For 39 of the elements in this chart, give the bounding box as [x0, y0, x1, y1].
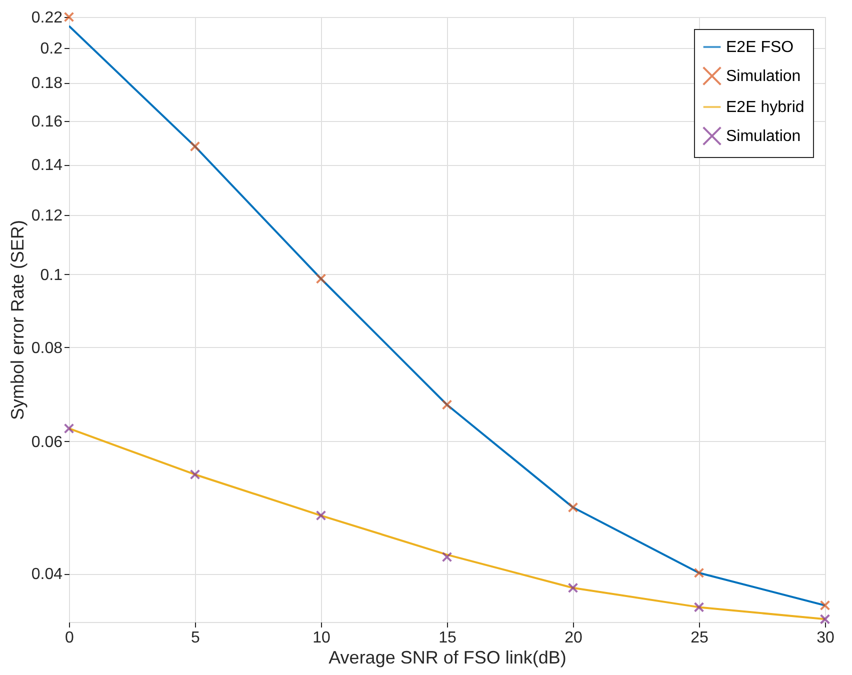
x-tick-label: 0: [65, 630, 74, 646]
y-axis-title: Symbol error Rate (SER): [7, 220, 28, 420]
y-tick-label: 0.1: [40, 266, 63, 284]
line-series: [69, 427, 825, 620]
y-tick-label: 0.06: [31, 434, 63, 451]
y-tick-label: 0.18: [31, 75, 63, 92]
x-axis-title: Average SNR of FSO link(dB): [328, 648, 566, 668]
point: [64, 12, 74, 22]
x-tick-label: 15: [438, 630, 456, 646]
y-tick-label: 0.14: [31, 157, 63, 174]
point: [64, 423, 74, 434]
point: [316, 510, 326, 521]
point: [316, 274, 326, 284]
y-tick-label: 0.2: [40, 40, 63, 58]
y-tick-label: 0.22: [31, 10, 63, 26]
x-tick-label: 20: [564, 630, 582, 646]
point: [190, 469, 200, 480]
legend-label: Simulation: [726, 68, 801, 85]
point: [820, 614, 830, 624]
point: [694, 602, 704, 612]
line-series: [69, 25, 825, 606]
x-tick-label: 5: [191, 630, 200, 646]
point: [820, 600, 830, 611]
legend-label: E2E FSO: [726, 39, 794, 56]
point: [694, 568, 704, 578]
legend-label: E2E hybrid: [726, 99, 804, 116]
x-tick-label: 25: [690, 630, 708, 646]
point: [442, 552, 452, 562]
point: [442, 400, 452, 410]
x-tick-label: 30: [816, 630, 834, 646]
point: [190, 141, 200, 152]
y-tick-label: 0.04: [31, 566, 63, 584]
legend-label: Simulation: [726, 128, 801, 145]
x-tick-label: 10: [312, 630, 330, 646]
y-tick-label: 0.12: [31, 207, 63, 224]
point: [568, 582, 578, 594]
point: [568, 502, 578, 513]
y-tick-label: 0.08: [31, 340, 63, 357]
y-tick-label: 0.16: [31, 113, 63, 130]
